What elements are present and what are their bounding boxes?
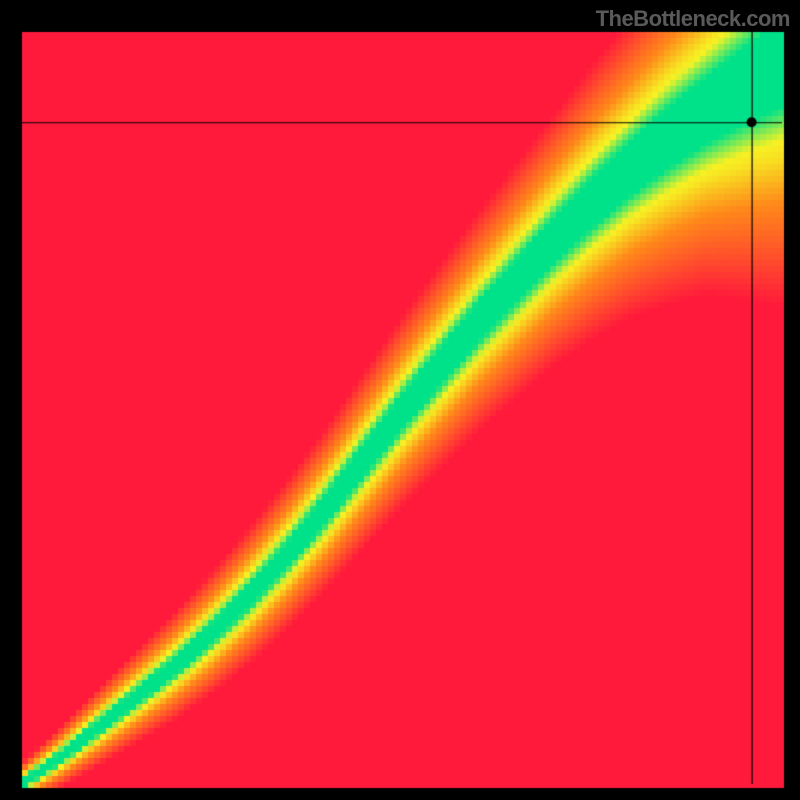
- watermark-text: TheBottleneck.com: [596, 6, 790, 32]
- bottleneck-heatmap: [0, 0, 800, 800]
